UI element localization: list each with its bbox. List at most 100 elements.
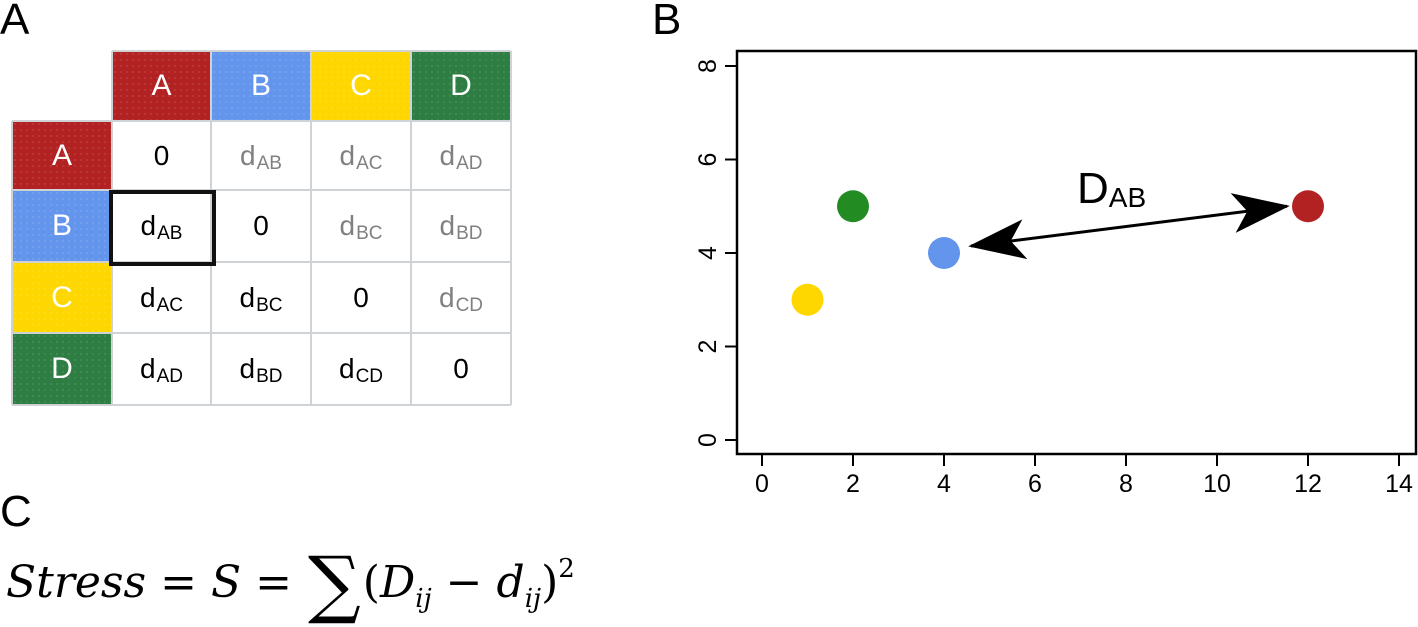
- grid-line: [12, 120, 511, 122]
- y-tick-label: 4: [694, 246, 722, 260]
- cell-subscript: BD: [456, 223, 483, 244]
- x-tick-label: 10: [1203, 470, 1231, 498]
- matrix-cell-d-b: d BD: [211, 333, 311, 405]
- matrix-cell-c-d: d CD: [411, 262, 511, 333]
- formula-D: D: [379, 557, 416, 608]
- cell-subscript: AD: [156, 366, 183, 387]
- cell-subscript: AC: [156, 294, 183, 316]
- formula-d-sub: ij: [524, 584, 542, 614]
- cell-subscript: CD: [455, 294, 484, 316]
- cell-value: d: [239, 353, 256, 384]
- matrix-cell-b-b: 0: [211, 190, 311, 262]
- row-header-b: B: [12, 190, 112, 262]
- grid-line: [210, 51, 212, 405]
- matrix-cell-c-c: 0: [311, 262, 411, 333]
- cell-value: d: [140, 281, 156, 313]
- y-tick-label: 2: [694, 340, 722, 354]
- distance-label-base: D: [1077, 164, 1109, 213]
- cell-value: d: [239, 281, 256, 313]
- cell-value: d: [140, 353, 156, 384]
- grid-line: [510, 51, 512, 405]
- point-c: [791, 283, 824, 316]
- summation-symbol: ∑: [307, 541, 361, 627]
- point-b: [928, 237, 960, 269]
- matrix-cell-a-c: d AC: [311, 121, 411, 190]
- column-header-a: A: [112, 51, 211, 121]
- row-header-c: C: [12, 262, 112, 333]
- plot-frame: [735, 49, 1418, 456]
- cell-value: d: [339, 210, 356, 241]
- cell-value: 0: [453, 353, 469, 384]
- matrix-cell-b-a: d AB: [112, 190, 211, 262]
- column-header-d: D: [411, 51, 511, 121]
- grid-line: [112, 50, 511, 52]
- cell-subscript: AB: [256, 152, 282, 174]
- formula-d: d: [496, 557, 525, 608]
- matrix-cell-c-b: d BC: [211, 262, 311, 333]
- highlighted-cell-outline: [109, 190, 216, 266]
- row-header-d: D: [12, 333, 112, 405]
- cell-subscript: AC: [356, 152, 383, 174]
- formula-equals: =: [160, 557, 197, 608]
- grid-line: [12, 332, 511, 334]
- cell-value: 0: [253, 210, 269, 241]
- cell-subscript: BC: [356, 223, 383, 244]
- x-tick-label: 14: [1385, 470, 1413, 498]
- cell-subscript: CD: [355, 366, 384, 387]
- x-tick-label: 12: [1294, 470, 1322, 498]
- matrix-cell-c-a: d AC: [112, 262, 211, 333]
- column-header-b: B: [211, 51, 311, 121]
- row-header-a: A: [12, 121, 112, 190]
- cell-value: d: [140, 210, 157, 241]
- grid-line: [12, 189, 511, 191]
- formula-s: S: [210, 557, 242, 608]
- formula-open-paren: (: [362, 557, 380, 608]
- distance-arrow: [968, 193, 1290, 260]
- matrix-cell-d-d: 0: [411, 333, 511, 405]
- matrix-cell-b-d: d BD: [411, 190, 511, 262]
- column-header-c: C: [311, 51, 411, 121]
- matrix-cell-a-b: d AB: [211, 121, 311, 190]
- matrix-cell-a-a: 0: [112, 121, 211, 190]
- formula-minus: −: [445, 557, 483, 608]
- cell-value: 0: [353, 281, 369, 313]
- point-a: [1292, 190, 1324, 223]
- x-tick-label: 0: [755, 470, 769, 498]
- cell-subscript: BD: [256, 366, 283, 387]
- matrix-cell-d-a: d AD: [112, 333, 211, 405]
- grid-line: [12, 404, 511, 406]
- x-tick-label: 8: [1119, 470, 1133, 498]
- cell-value: d: [339, 139, 356, 171]
- panel-label-a: A: [0, 0, 30, 44]
- grid-line: [410, 51, 412, 405]
- grid-line: [12, 261, 511, 263]
- x-tick-label: 2: [846, 470, 860, 498]
- point-d: [837, 190, 869, 223]
- matrix-cell-b-c: d BC: [311, 190, 411, 262]
- formula-stress: Stress: [6, 557, 147, 608]
- distance-label-subscript: AB: [1109, 182, 1146, 213]
- x-tick-label: 6: [1028, 470, 1042, 498]
- distance-label: DAB: [1077, 164, 1146, 213]
- cell-subscript: AD: [456, 152, 483, 174]
- cell-value: d: [438, 281, 455, 313]
- grid-line: [11, 121, 13, 405]
- y-tick-label: 0: [694, 433, 722, 447]
- stress-formula: Stress = S = ∑(Dij − dij)2: [6, 535, 575, 621]
- panel-label-b: B: [652, 0, 682, 44]
- x-tick-label: 4: [937, 470, 951, 498]
- formula-D-sub: ij: [415, 584, 432, 614]
- matrix-cell-d-c: d CD: [311, 333, 411, 405]
- grid-line: [310, 51, 312, 405]
- formula-power: 2: [558, 554, 575, 584]
- y-tick-label: 6: [694, 153, 722, 167]
- y-tick-label: 8: [694, 59, 722, 73]
- formula-equals: =: [255, 557, 292, 608]
- cell-value: 0: [153, 139, 170, 171]
- cell-value: d: [439, 210, 456, 241]
- cell-value: d: [240, 139, 256, 171]
- cell-value: d: [338, 353, 355, 384]
- formula-close-paren: ): [541, 557, 559, 608]
- matrix-cell-a-d: d AD: [411, 121, 511, 190]
